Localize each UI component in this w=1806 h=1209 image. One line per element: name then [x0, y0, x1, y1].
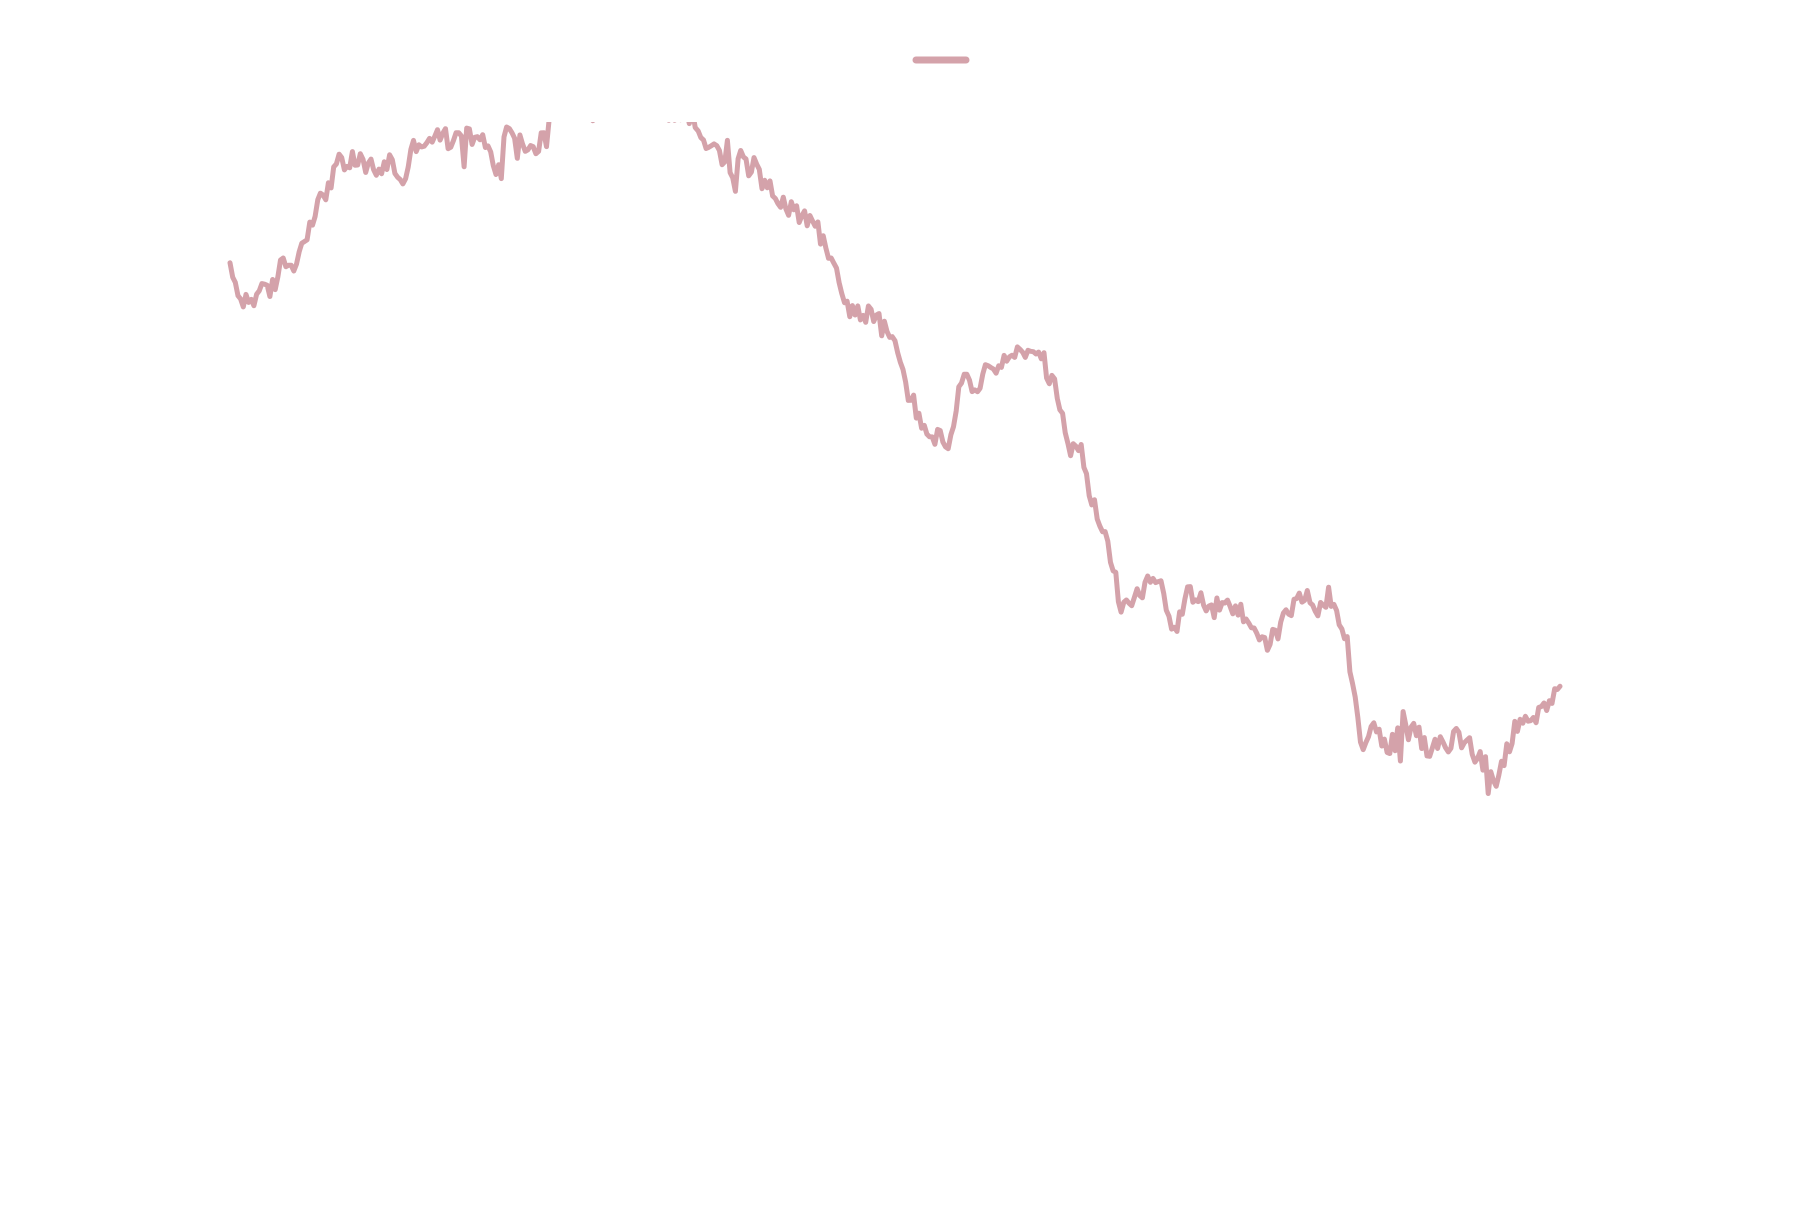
plot-area	[227, 122, 1563, 796]
series-line	[227, 122, 1563, 796]
